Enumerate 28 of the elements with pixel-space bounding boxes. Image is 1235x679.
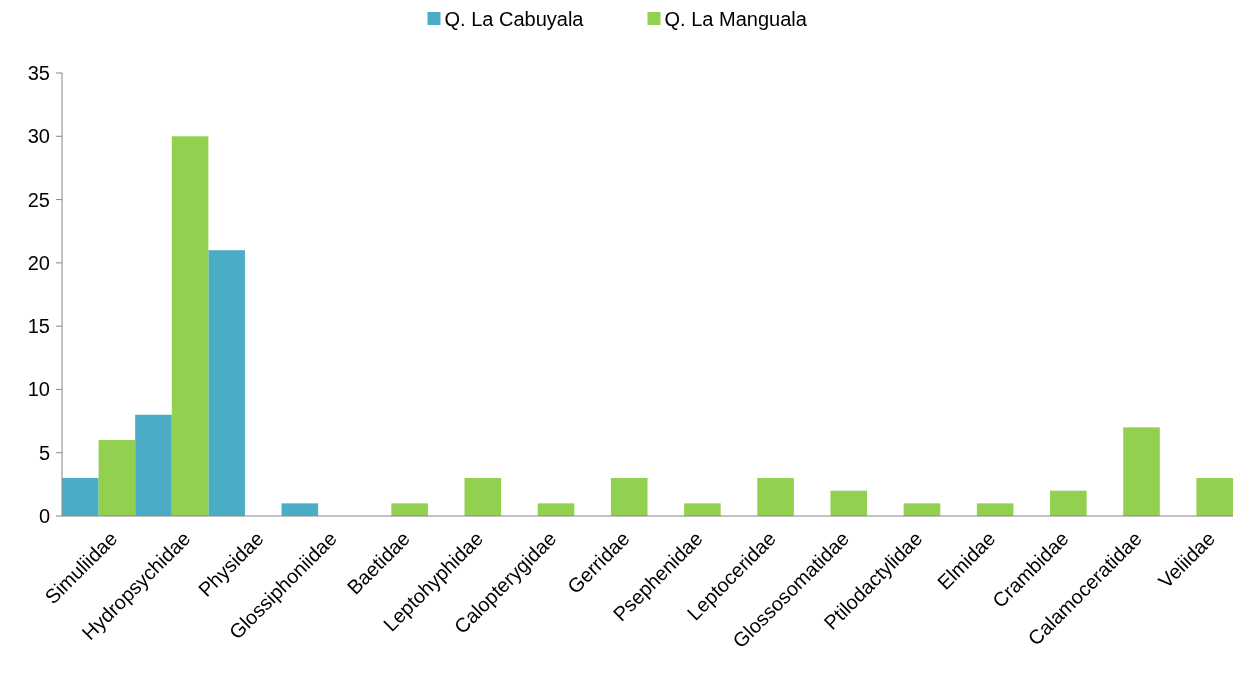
bar (208, 250, 245, 516)
bar (976, 503, 1014, 516)
bar (1050, 490, 1087, 516)
y-tick-label: 35 (27, 62, 50, 84)
bar (281, 503, 319, 516)
bar (684, 503, 721, 516)
bar (171, 136, 209, 516)
y-tick-label: 30 (27, 125, 50, 148)
bar (537, 503, 575, 516)
bar (135, 414, 172, 516)
y-tick-label: 25 (27, 188, 50, 211)
bar (464, 478, 502, 516)
bar (1196, 478, 1233, 516)
bar (391, 503, 428, 516)
bar (610, 478, 648, 516)
bar (903, 503, 941, 516)
y-tick-label: 20 (27, 251, 50, 274)
y-tick-label: 15 (27, 315, 50, 338)
bar (757, 478, 794, 516)
bar (62, 478, 99, 516)
y-tick-label: 5 (38, 441, 50, 464)
y-tick-label: 0 (38, 505, 50, 527)
bar (1123, 427, 1160, 516)
y-tick-label: 10 (27, 378, 50, 401)
legend-label: Q. La Manguala (664, 8, 808, 30)
bar (830, 490, 868, 516)
bar (98, 440, 136, 516)
legend-label: Q. La Cabuyala (444, 8, 585, 30)
